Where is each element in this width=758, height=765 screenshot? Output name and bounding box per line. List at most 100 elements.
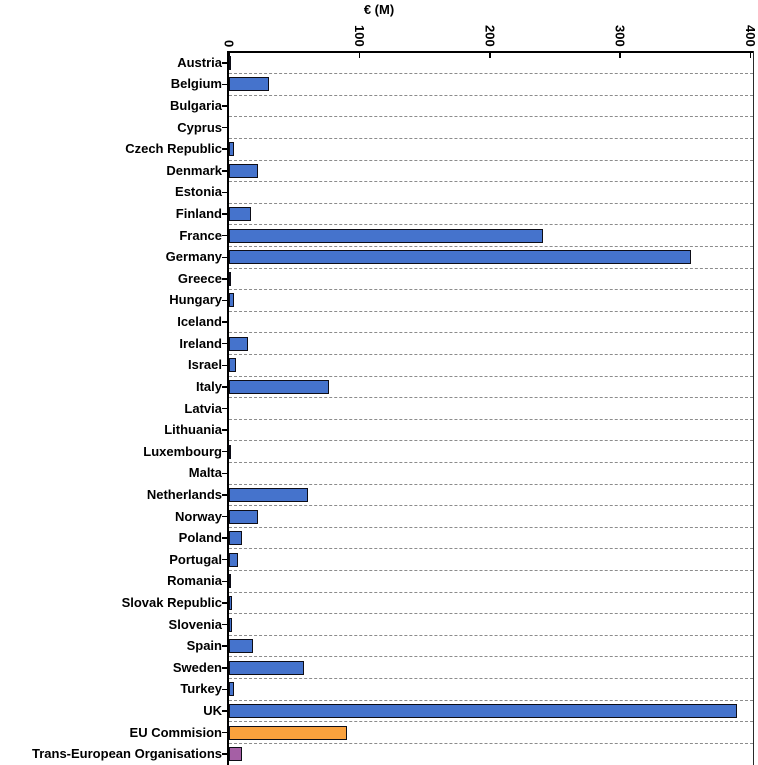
y-axis-tick xyxy=(222,472,228,475)
y-axis-tick xyxy=(222,191,228,194)
bar-eu-commision xyxy=(228,725,348,740)
y-axis-tick xyxy=(222,731,228,734)
category-label: Austria xyxy=(177,54,222,70)
category-label: Belgium xyxy=(170,76,222,92)
category-label: EU Commision xyxy=(129,724,222,740)
gridline xyxy=(229,375,753,377)
gridline xyxy=(229,656,753,658)
bar-sweden xyxy=(228,660,305,675)
y-axis-tick xyxy=(222,213,228,215)
x-tick-label: 400 xyxy=(741,0,758,47)
category-label: UK xyxy=(203,702,222,718)
bar-slovak-republic xyxy=(228,595,233,610)
gridline xyxy=(229,678,753,680)
gridline xyxy=(229,159,753,161)
gridline xyxy=(229,591,753,593)
gridline xyxy=(229,397,753,399)
bar-trans-european-organisations xyxy=(228,747,242,762)
gridline xyxy=(229,353,753,355)
y-axis-tick xyxy=(222,450,228,453)
bar-greece xyxy=(228,271,231,286)
x-tick-label: 0 xyxy=(219,0,239,47)
y-axis-tick xyxy=(222,234,228,237)
y-axis-tick xyxy=(222,148,228,150)
x-tick-label-text: 300 xyxy=(612,25,628,47)
bar-uk xyxy=(228,703,737,718)
x-axis-tick xyxy=(358,53,361,58)
bar-luxembourg xyxy=(228,444,231,459)
bar-romania xyxy=(228,574,231,589)
category-label: Germany xyxy=(165,249,222,265)
plot-right-border xyxy=(752,51,754,765)
category-label: Denmark xyxy=(166,162,222,178)
y-axis-tick xyxy=(222,170,228,172)
gridline xyxy=(229,116,753,118)
category-label: Latvia xyxy=(184,400,222,416)
y-axis-tick xyxy=(222,126,228,129)
category-label: Spain xyxy=(186,638,222,654)
bar-italy xyxy=(228,379,329,394)
gridline xyxy=(229,505,753,507)
gridline xyxy=(229,699,753,701)
bar-norway xyxy=(228,509,259,524)
y-axis-tick xyxy=(222,602,228,604)
x-axis-tick xyxy=(489,53,491,58)
category-label: Lithuania xyxy=(164,422,222,438)
gridline xyxy=(229,73,753,75)
category-label: Poland xyxy=(178,530,222,546)
category-label: Turkey xyxy=(180,681,222,697)
gridline xyxy=(229,418,753,420)
bar-finland xyxy=(228,207,251,222)
bar-israel xyxy=(228,358,237,373)
bar-slovenia xyxy=(228,617,233,632)
category-label: Hungary xyxy=(169,292,222,308)
gridline xyxy=(229,267,753,269)
gridline xyxy=(229,721,753,723)
gridline xyxy=(229,181,753,183)
category-label: Iceland xyxy=(177,314,222,330)
category-label: France xyxy=(179,227,222,243)
category-label: Slovenia xyxy=(168,616,222,632)
category-label: Bulgaria xyxy=(169,98,222,113)
y-axis-tick xyxy=(222,62,228,64)
bar-belgium xyxy=(228,77,269,92)
category-label: Italy xyxy=(195,378,222,394)
y-axis-tick xyxy=(222,83,228,86)
y-axis-tick xyxy=(222,386,228,388)
category-label: Malta xyxy=(188,465,222,481)
gridline xyxy=(229,440,753,442)
y-axis-tick xyxy=(222,753,228,755)
y-axis-tick xyxy=(222,321,228,323)
x-tick-label: 100 xyxy=(349,0,369,47)
x-tick-label-text: 400 xyxy=(743,25,758,47)
y-axis-tick xyxy=(222,667,228,669)
x-axis-tick xyxy=(749,53,752,58)
y-axis-tick xyxy=(222,278,228,280)
bar-hungary xyxy=(228,293,234,308)
bar-ireland xyxy=(228,336,249,351)
category-label: Estonia xyxy=(175,184,222,200)
y-axis-tick xyxy=(222,645,228,647)
x-axis-tick xyxy=(619,53,621,58)
y-axis-tick xyxy=(222,515,228,518)
category-label: Norway xyxy=(175,508,222,524)
gridline xyxy=(229,202,753,204)
y-axis-tick xyxy=(222,256,228,258)
category-label: Ireland xyxy=(179,335,222,351)
category-label: Finland xyxy=(175,206,222,222)
category-label: Cyprus xyxy=(177,119,222,135)
y-axis-line xyxy=(227,51,229,765)
gridline xyxy=(229,570,753,572)
y-axis-tick xyxy=(222,623,228,626)
x-tick-label: 200 xyxy=(480,0,500,47)
gridline xyxy=(229,224,753,226)
category-label: Israel xyxy=(188,357,222,373)
gridline xyxy=(229,526,753,528)
gridline xyxy=(229,483,753,485)
gridline xyxy=(229,548,753,550)
category-label: Czech Republic xyxy=(125,141,222,157)
x-axis-tick xyxy=(228,53,230,58)
y-axis-tick xyxy=(222,364,228,367)
y-axis-tick xyxy=(222,580,228,583)
